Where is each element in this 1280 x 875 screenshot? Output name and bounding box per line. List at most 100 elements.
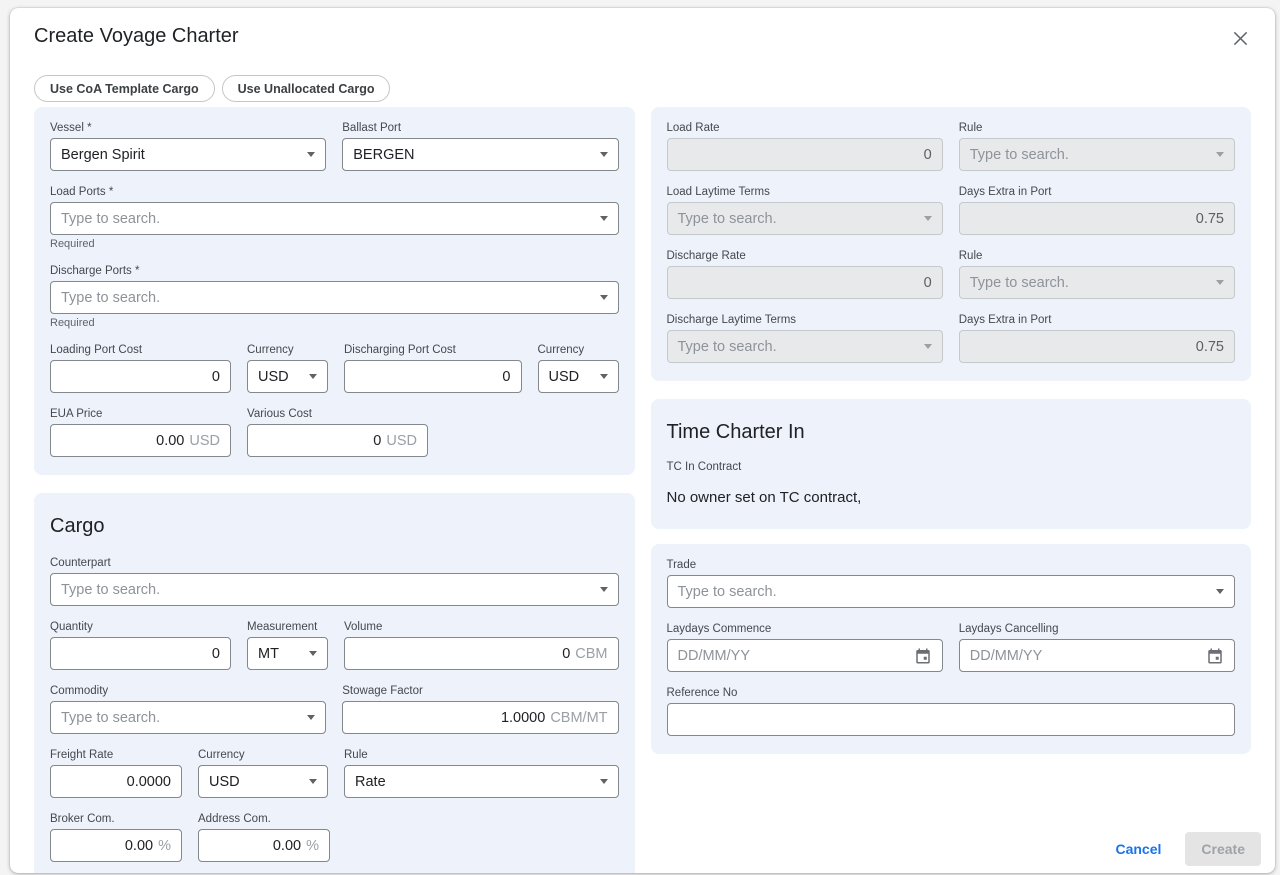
discharge-ports-label: Discharge Ports * xyxy=(50,265,140,277)
load-days-extra-input: 0.75 xyxy=(958,202,1235,235)
loading-currency-select[interactable]: USD xyxy=(247,360,328,393)
time-charter-in-heading: Time Charter In xyxy=(666,421,805,443)
chevron-down-icon xyxy=(1216,280,1224,285)
use-coa-template-cargo-button[interactable]: Use CoA Template Cargo xyxy=(34,75,215,102)
freight-currency-select[interactable]: USD xyxy=(198,765,328,798)
chevron-down-icon xyxy=(307,152,316,157)
various-cost-input[interactable]: 0 USD xyxy=(247,424,428,457)
top-action-row: Use CoA Template Cargo Use Unallocated C… xyxy=(10,55,1275,102)
ballast-port-field: Ballast Port BERGEN xyxy=(342,122,619,171)
discharging-currency-select[interactable]: USD xyxy=(537,360,619,393)
freight-rule-select[interactable]: Rate xyxy=(344,765,619,798)
chevron-down-icon xyxy=(923,216,932,221)
voyage-panel: Vessel * Bergen Spirit Ballast Port BERG… xyxy=(34,107,635,475)
stowage-factor-input[interactable]: 1.0000 CBM/MT xyxy=(342,701,619,734)
chevron-down-icon xyxy=(923,344,932,349)
chevron-down-icon xyxy=(599,374,608,379)
loading-port-cost-field: Loading Port Cost 0 xyxy=(50,344,231,393)
vessel-select[interactable]: Bergen Spirit xyxy=(50,138,327,171)
broker-com-input[interactable]: 0.00 % xyxy=(50,829,182,862)
page-title: Create Voyage Charter xyxy=(34,25,239,47)
load-ports-label: Load Ports * xyxy=(50,186,114,198)
laydays-commence-input[interactable]: DD/MM/YY xyxy=(666,639,943,672)
close-button[interactable] xyxy=(1224,22,1257,55)
chevron-down-icon xyxy=(1216,589,1224,594)
discharge-rate-input: 0 xyxy=(666,266,943,299)
ballast-port-label: Ballast Port xyxy=(342,122,402,134)
chevron-down-icon xyxy=(599,216,608,221)
quantity-input[interactable]: 0 xyxy=(50,637,231,670)
calendar-icon[interactable] xyxy=(914,647,932,665)
various-cost-unit: USD xyxy=(386,432,417,449)
counterpart-field: Counterpart Type to search. xyxy=(50,557,619,606)
discharge-days-extra-field: Days Extra in Port 0.75 xyxy=(958,314,1235,363)
broker-com-unit: % xyxy=(158,837,171,854)
vessel-label: Vessel * xyxy=(50,122,92,134)
loading-port-cost-input[interactable]: 0 xyxy=(50,360,231,393)
reference-no-field: Reference No xyxy=(666,687,1235,736)
eua-price-input[interactable]: 0.00 USD xyxy=(50,424,231,457)
calendar-icon[interactable] xyxy=(1206,647,1224,665)
stowage-factor-unit: CBM/MT xyxy=(550,709,608,726)
cancel-button[interactable]: Cancel xyxy=(1101,833,1175,865)
discharging-currency-field: Currency USD xyxy=(537,344,619,393)
various-cost-field: Various Cost 0 USD xyxy=(247,408,428,457)
cargo-heading: Cargo xyxy=(50,515,105,537)
measurement-select[interactable]: MT xyxy=(247,637,328,670)
volume-field: Volume 0 CBM xyxy=(344,621,619,670)
laydays-cancelling-input[interactable]: DD/MM/YY xyxy=(958,639,1235,672)
load-rate-input: 0 xyxy=(666,138,943,171)
address-com-field: Address Com. 0.00 % xyxy=(198,813,330,862)
quantity-field: Quantity 0 xyxy=(50,621,231,670)
discharge-ports-select[interactable]: Type to search. xyxy=(50,281,619,314)
laytime-panel: Load Rate 0 Rule Type to search. xyxy=(650,107,1251,381)
left-column: Vessel * Bergen Spirit Ballast Port BERG… xyxy=(34,107,635,873)
reference-no-input[interactable] xyxy=(666,703,1235,736)
discharge-laytime-terms-select: Type to search. xyxy=(666,330,943,363)
chevron-down-icon xyxy=(309,651,317,656)
laydays-cancelling-field: Laydays Cancelling DD/MM/YY xyxy=(958,623,1235,672)
tc-in-contract-label: TC In Contract xyxy=(666,461,742,473)
discharging-port-cost-field: Discharging Port Cost 0 xyxy=(344,344,522,393)
discharging-port-cost-input[interactable]: 0 xyxy=(344,360,522,393)
volume-unit: CBM xyxy=(575,645,608,662)
address-com-input[interactable]: 0.00 % xyxy=(198,829,330,862)
cargo-panel: Cargo Counterpart Type to search. Quanti… xyxy=(34,493,635,873)
use-unallocated-cargo-button[interactable]: Use Unallocated Cargo xyxy=(221,75,391,102)
freight-rate-input[interactable]: 0.0000 xyxy=(50,765,182,798)
counterpart-select[interactable]: Type to search. xyxy=(50,573,619,606)
commodity-select[interactable]: Type to search. xyxy=(50,701,327,734)
right-column: Load Rate 0 Rule Type to search. xyxy=(650,107,1251,754)
load-rate-field: Load Rate 0 xyxy=(666,122,943,171)
ballast-port-select[interactable]: BERGEN xyxy=(342,138,619,171)
chevron-down-icon xyxy=(1216,152,1224,157)
volume-input[interactable]: 0 CBM xyxy=(344,637,619,670)
broker-com-field: Broker Com. 0.00 % xyxy=(50,813,182,862)
load-ports-field: Load Ports * Type to search. Required xyxy=(50,186,619,250)
discharge-ports-field: Discharge Ports * Type to search. Requir… xyxy=(50,265,619,329)
load-laytime-terms-field: Load Laytime Terms Type to search. xyxy=(666,186,943,235)
load-laytime-terms-select: Type to search. xyxy=(666,202,943,235)
dialog-footer: Cancel Create xyxy=(1101,832,1261,866)
trade-select[interactable]: Type to search. xyxy=(666,575,1235,608)
chevron-down-icon xyxy=(599,152,608,157)
discharge-rate-field: Discharge Rate 0 xyxy=(666,250,943,299)
trade-panel: Trade Type to search. Laydays Commence D… xyxy=(650,544,1251,754)
dialog-header: Create Voyage Charter xyxy=(10,8,1275,55)
chevron-down-icon xyxy=(309,779,317,784)
time-charter-in-panel: Time Charter In TC In Contract No owner … xyxy=(650,399,1251,529)
load-rule-field: Rule Type to search. xyxy=(958,122,1235,171)
laydays-commence-field: Laydays Commence DD/MM/YY xyxy=(666,623,943,672)
discharge-rule-select: Type to search. xyxy=(958,266,1235,299)
discharge-ports-required-helper: Required xyxy=(50,317,95,329)
load-ports-select[interactable]: Type to search. xyxy=(50,202,619,235)
loading-currency-field: Currency USD xyxy=(247,344,328,393)
chevron-down-icon xyxy=(599,295,608,300)
measurement-field: Measurement MT xyxy=(247,621,328,670)
chevron-down-icon xyxy=(307,715,316,720)
chevron-down-icon xyxy=(599,587,608,592)
tc-in-contract-message: No owner set on TC contract, xyxy=(666,489,862,506)
trade-field: Trade Type to search. xyxy=(666,559,1235,608)
freight-rate-field: Freight Rate 0.0000 xyxy=(50,749,182,798)
create-button[interactable]: Create xyxy=(1185,832,1261,866)
